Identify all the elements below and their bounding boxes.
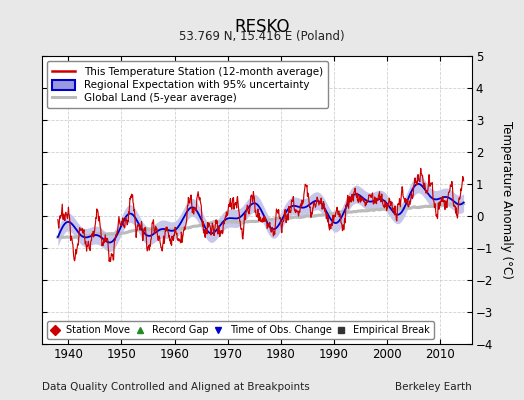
- Text: Data Quality Controlled and Aligned at Breakpoints: Data Quality Controlled and Aligned at B…: [42, 382, 310, 392]
- Text: Berkeley Earth: Berkeley Earth: [395, 382, 472, 392]
- Text: 53.769 N, 15.416 E (Poland): 53.769 N, 15.416 E (Poland): [179, 30, 345, 43]
- Legend: Station Move, Record Gap, Time of Obs. Change, Empirical Break: Station Move, Record Gap, Time of Obs. C…: [47, 321, 433, 339]
- Text: RESKO: RESKO: [234, 18, 290, 36]
- Y-axis label: Temperature Anomaly (°C): Temperature Anomaly (°C): [499, 121, 512, 279]
